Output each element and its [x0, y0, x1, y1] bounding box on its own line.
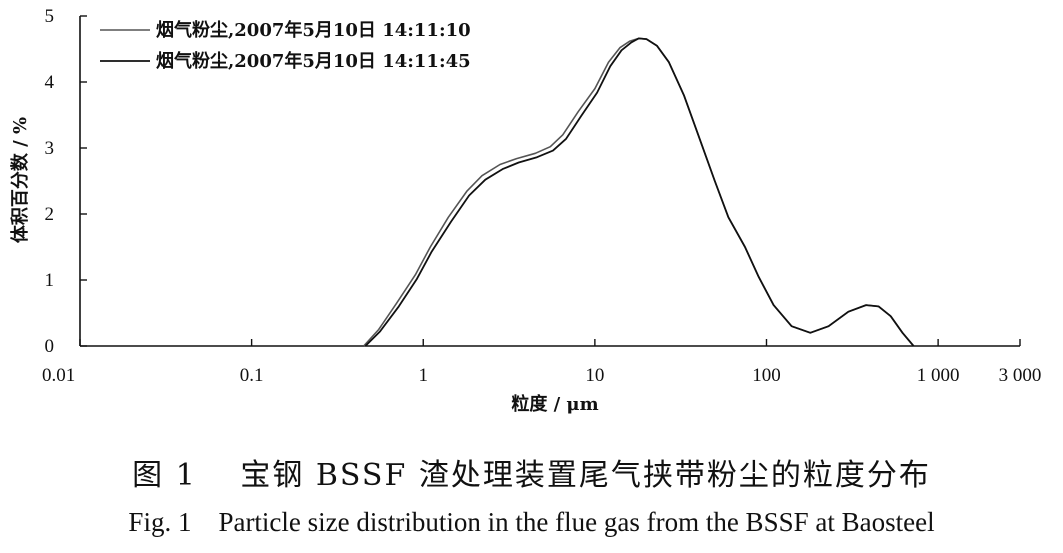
chart-legend: 烟气粉尘,2007年5月10日 14:11:10 烟气粉尘,2007年5月10日 …	[100, 19, 471, 72]
x-tick-label: 100	[752, 365, 781, 386]
y-tick-label: 0	[45, 336, 55, 357]
x-axis-title: 粒度 / μm	[511, 393, 598, 415]
x-tick-label: 0.01	[42, 365, 75, 386]
series-line-1	[363, 37, 915, 347]
x-tick-label: 10	[585, 365, 604, 386]
y-axis-title: 体积百分数 / %	[9, 117, 31, 243]
figure-caption-english: Fig. 1 Particle size distribution in the…	[128, 507, 935, 537]
x-tick-label: 3 000	[999, 365, 1042, 386]
chart-ticks: 0 1 2 3 4 5 0.01 0.1 1 10 100 1 000 3 000	[42, 6, 1041, 386]
x-tick-label: 0.1	[240, 365, 264, 386]
series-line-2	[364, 37, 915, 347]
chart-series	[363, 37, 915, 347]
x-tick-label: 1	[418, 365, 428, 386]
legend-label-2: 烟气粉尘,2007年5月10日 14:11:45	[156, 50, 471, 72]
x-tick-label: 1 000	[917, 365, 960, 386]
figure-caption-chinese: 图 1 宝钢 BSSF 渣处理装置尾气挟带粉尘的粒度分布	[132, 458, 931, 493]
y-tick-label: 1	[45, 270, 55, 291]
y-tick-label: 2	[45, 204, 55, 225]
chart-axes	[79, 16, 1020, 347]
y-tick-label: 3	[45, 138, 55, 159]
y-tick-label: 4	[45, 72, 55, 93]
particle-size-chart: 0 1 2 3 4 5 0.01 0.1 1 10 100 1 000 3 000 烟气粉尘,2007年…	[9, 6, 1041, 415]
legend-label-1: 烟气粉尘,2007年5月10日 14:11:10	[156, 19, 471, 41]
y-tick-label: 5	[45, 6, 55, 27]
